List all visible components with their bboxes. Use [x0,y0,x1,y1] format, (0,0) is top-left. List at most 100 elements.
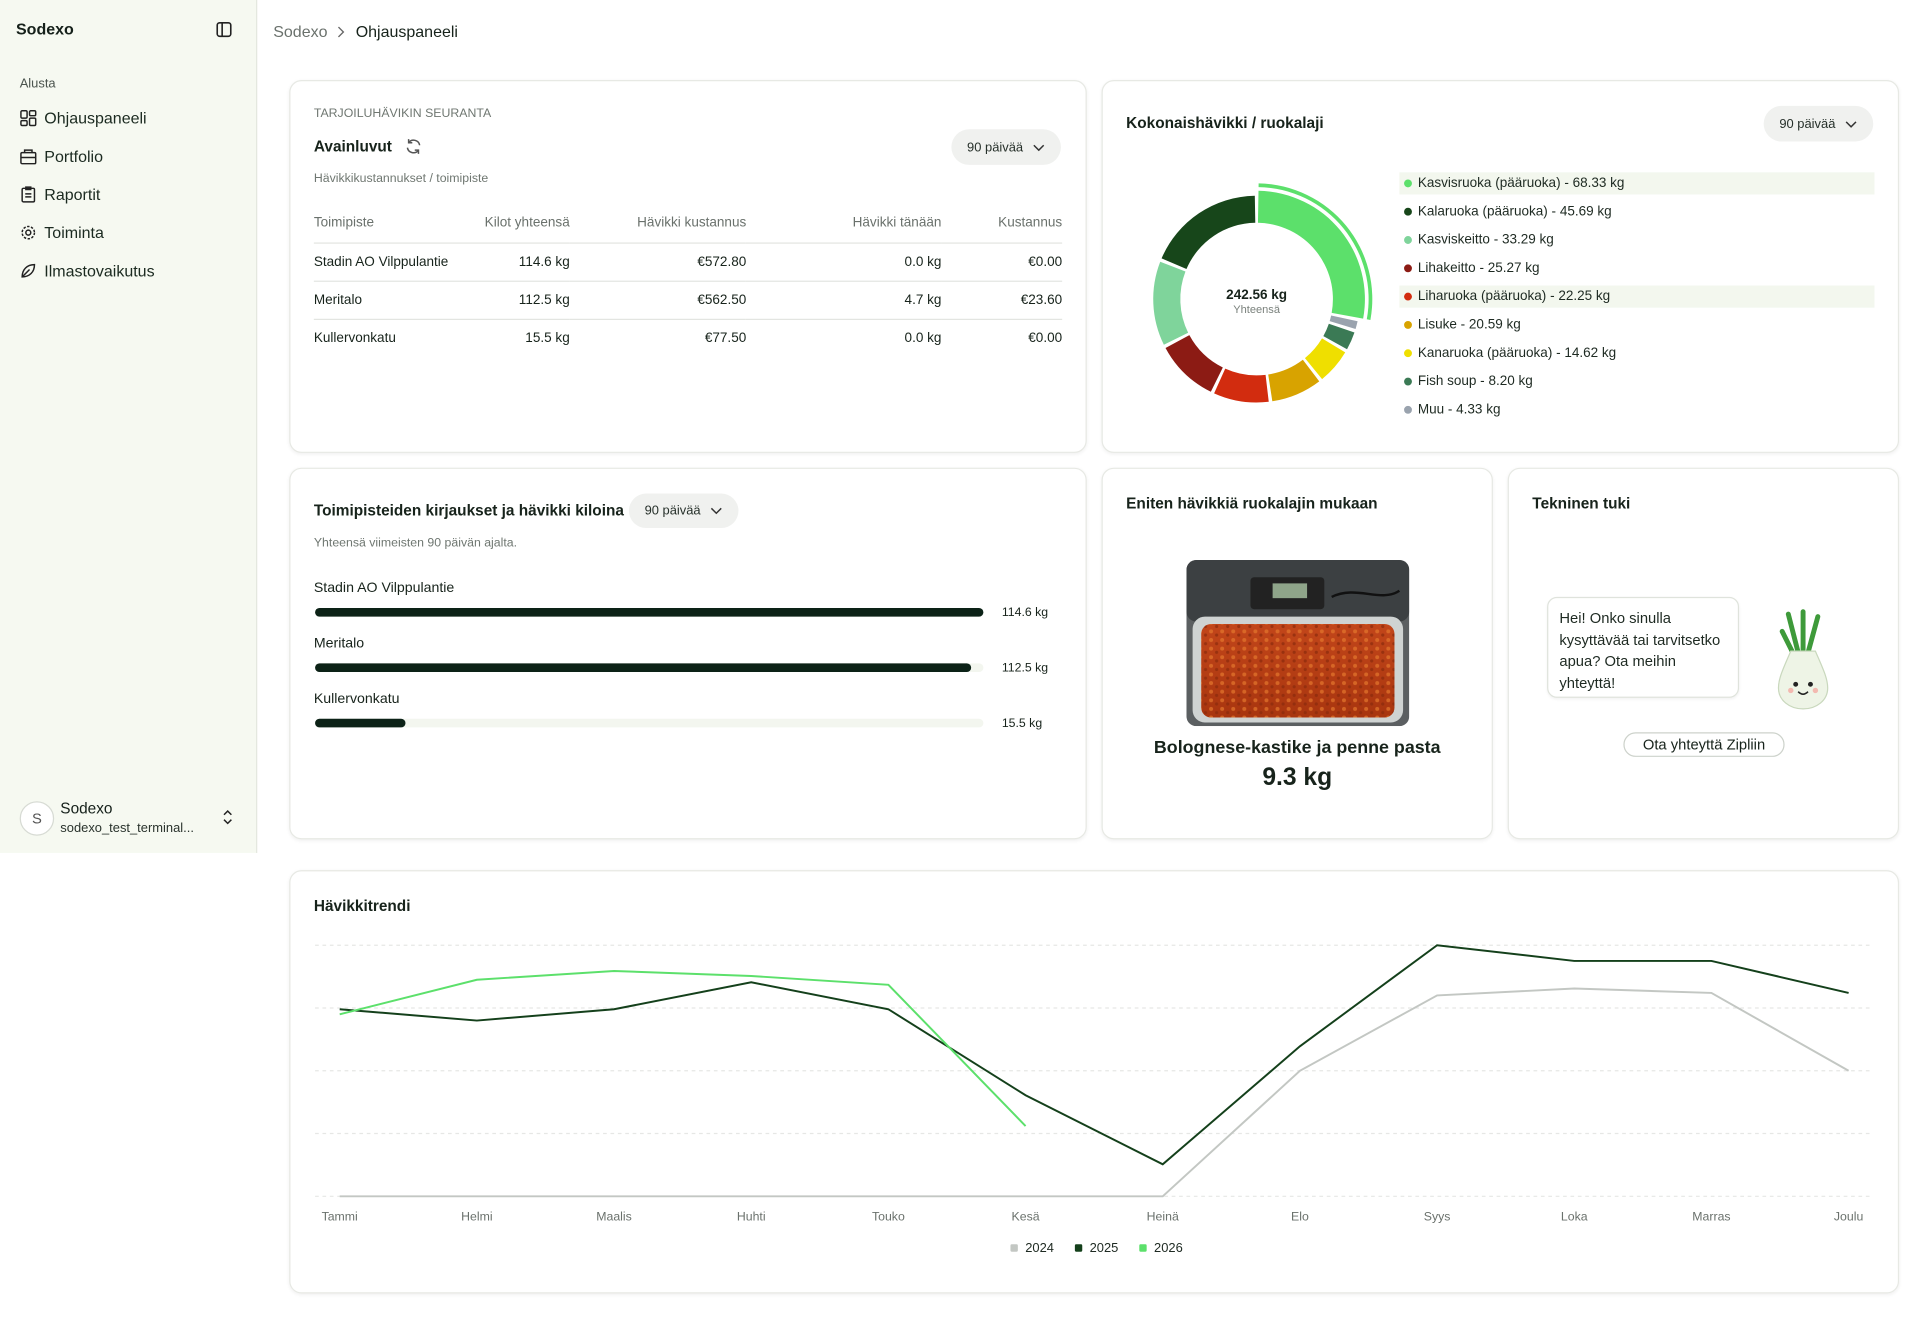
table-cell: 112.5 kg [464,280,570,320]
legend-swatch [1404,349,1412,358]
user-menu-chevron[interactable] [220,809,235,826]
legend-label: Fish soup - 8.20 kg [1418,373,1533,388]
bar [315,718,406,728]
contact-button[interactable]: Ota yhteyttä Zipliin [1623,732,1785,757]
x-tick-label: Marras [1692,1209,1730,1223]
legend-label: Kasvisruoka (pääruoka) - 68.33 kg [1418,175,1625,190]
card-subtitle: Yhteensä viimeisten 90 päivän ajalta. [313,536,518,551]
mascot [1777,609,1829,710]
user-name: Sodexo [60,799,113,818]
bar-value-label: 114.6 kg [1002,605,1048,619]
user-email: sodexo_test_terminal... [60,820,194,836]
donut-chart: 242.56 kg Yhteensä Kasvisruoka (pääruoka) … [1153,172,1875,416]
table-row: Meritalo 112.5 kg €562.50 4.7 kg €23.60 [313,280,1063,320]
donut-segment [1329,315,1358,330]
dish-name: Bolognese-kastike ja penne pasta [1153,738,1441,759]
table-cell: Meritalo [313,280,465,320]
donut-segment [1214,368,1269,403]
card-title: Avainluvut [313,137,392,156]
refresh-button[interactable] [405,138,422,155]
table-header: Toimipiste Kilot yhteensä Hävikki kustan… [314,214,1062,243]
donut-segment [1257,190,1365,319]
table-cell: 15.5 kg [464,318,570,357]
period-label: 90 päivää [644,503,701,519]
x-tick-label: Elo [1291,1209,1309,1223]
x-tick-label: Helmi [461,1209,492,1223]
nav-item[interactable]: Ilmastovaikutus [44,261,155,280]
legend-swatch [1404,405,1412,414]
legend-label: Kalaruoka (pääruoka) - 45.69 kg [1418,203,1612,218]
nav-item[interactable]: Toiminta [44,223,104,242]
line-series [339,944,1849,1166]
support-card: Tekninen tuki Hei! Onko sinulla kysyttäv… [1507,467,1900,840]
th: Kustannus [998,215,1063,231]
period-select[interactable]: 90 päivää [1763,105,1874,142]
x-tick-label: Kesä [1012,1209,1040,1223]
x-tick-label: Heinä [1147,1209,1179,1223]
brand: Sodexo [15,19,74,39]
nav-icon [20,149,37,165]
bar-label: Meritalo [314,634,364,650]
x-tick-label: Huhti [737,1209,766,1223]
period-label: 90 päivää [1779,116,1836,132]
nav-icon [21,263,36,278]
nav-icon [20,110,37,127]
period-select[interactable]: 90 päivää [628,493,739,528]
card-title: Hävikkitrendi [313,897,411,915]
dish-photo [1186,559,1410,727]
x-tick-label: Loka [1561,1209,1588,1223]
nav-item[interactable]: Ohjauspaneeli [44,108,147,128]
legend-swatch [1010,1244,1018,1252]
th: Toimipiste [313,215,375,231]
period-select[interactable]: 90 päivää [951,129,1061,165]
donut-segment [1153,261,1189,345]
top-dish-card: Eniten hävikkiä ruokalajin mukaan Bologn… [1101,467,1493,840]
legend-swatch [1139,1244,1147,1252]
trend-card: Hävikkitrendi Tammi Helmi Maalis Huhti Touko… [289,870,1900,1294]
breadcrumb-separator [337,26,345,38]
table-cell: Stadin AO Vilppulantie [313,242,465,282]
donut-caption: Yhteensä [1233,304,1281,316]
sidebar-toggle[interactable] [215,21,232,38]
donut-segment [1165,335,1223,392]
nav-item[interactable]: Portfolio [44,147,104,166]
card-subtitle: Hävikkikustannukset / toimipiste [313,172,489,186]
nav-item[interactable]: Raportit [44,185,101,204]
legend-label: Liharuoka (pääruoka) - 22.25 kg [1418,288,1610,303]
th: Kilot yhteensä [484,215,570,231]
x-tick-label: Touko [872,1209,905,1223]
legend-swatch [1074,1244,1083,1252]
dish-amount: 9.3 kg [1262,764,1333,792]
line-chart: Tammi Helmi Maalis Huhti Touko Kesä Heinä Elo Sy… [315,944,1874,1255]
bar-value-label: 15.5 kg [1002,716,1042,730]
donut-segment [1304,338,1346,380]
key-figures-table: Toimipiste Kilot yhteensä Hävikki kustan… [313,214,1063,357]
donut-segment [1323,323,1355,350]
legend-label: Kasviskeitto - 33.29 kg [1418,232,1554,247]
period-label: 90 päivää [967,139,1024,155]
legend-swatch [1404,264,1412,273]
chevron [1845,120,1857,128]
table-cell: 0.0 kg [746,318,942,357]
sites-card: Toimipisteiden kirjaukset ja hävikki kil… [289,467,1087,840]
eyebrow: TARJOILUHÄVIKIN SEURANTA [313,107,492,121]
nav-icon [21,225,36,240]
table-row: Stadin AO Vilppulantie 114.6 kg €572.80 0.0… [313,242,1063,282]
card-title: Toimipisteiden kirjaukset ja hävikki kil… [313,502,624,520]
waste-by-dish-card: Kokonaishävikki / ruokalaji 90 päivää 24… [1101,79,1900,453]
breadcrumb-item[interactable]: Sodexo [273,22,328,41]
chat-bubble: Hei! Onko sinulla kysyttävää tai tarvits… [1547,596,1740,698]
bar-label: Kullervonkatu [314,690,400,706]
legend-swatch [1404,179,1412,188]
legend-label: 2025 [1090,1240,1119,1255]
bar-track [315,718,984,728]
x-tick-label: Joulu [1834,1209,1864,1223]
legend-highlight [1399,285,1875,308]
bar-label: Stadin AO Vilppulantie [314,579,455,595]
table-cell: €0.00 [941,318,1063,357]
donut-segment [1268,359,1320,402]
th: Hävikki tänään [852,215,942,231]
table-cell: €572.80 [569,242,747,282]
table-cell: €0.00 [941,242,1063,282]
